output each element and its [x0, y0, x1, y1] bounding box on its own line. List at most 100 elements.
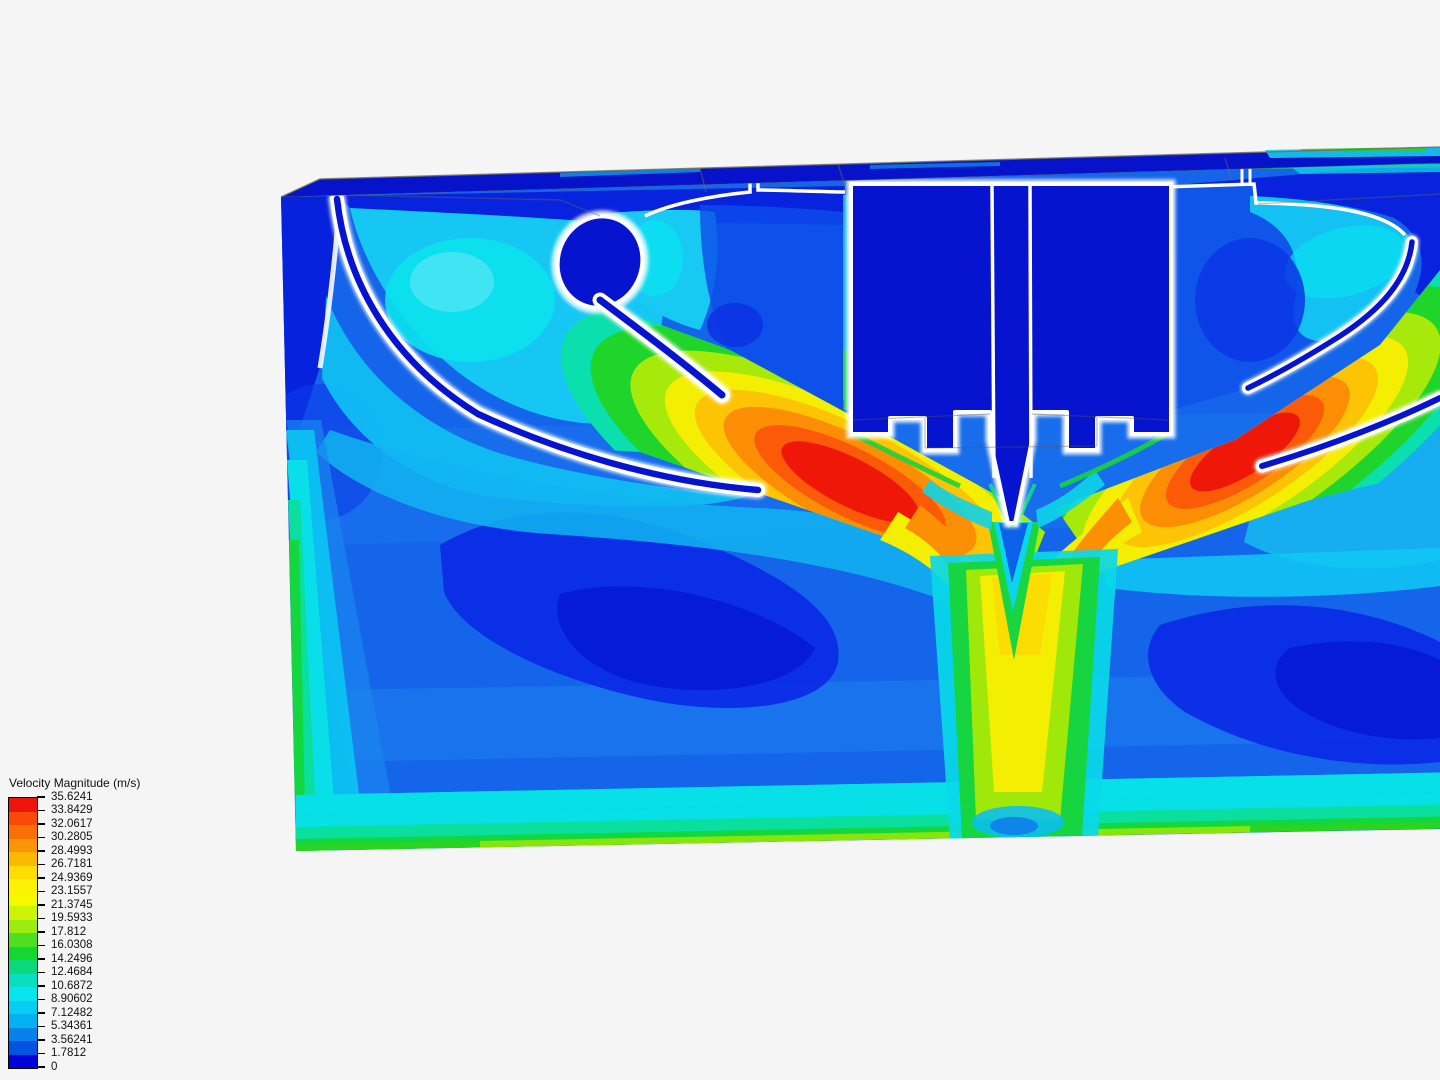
legend-label: 14.2496	[51, 952, 93, 965]
legend-tick	[37, 877, 45, 879]
legend-band	[9, 973, 37, 987]
jet-right-band-red	[1190, 412, 1300, 492]
edge-band-left-5	[289, 540, 306, 851]
legend-label: 10.6872	[51, 979, 93, 992]
legend-label: 17.812	[51, 925, 87, 938]
plume-footprint-blue	[990, 817, 1038, 835]
body-halo-green-left	[851, 431, 962, 489]
cyan-band-right	[1100, 548, 1440, 597]
legend-band	[9, 798, 37, 812]
vane-left-inner	[596, 296, 726, 399]
legend-band	[9, 825, 37, 839]
legend-label: 21.3745	[51, 898, 93, 911]
recirculation-core-right	[1275, 641, 1440, 740]
legend-band	[9, 1014, 37, 1028]
cut-plane-contour-field	[281, 163, 1440, 851]
legend-tick	[37, 904, 45, 906]
body-halo-green-right	[1059, 429, 1172, 489]
passage-core-bright-left	[410, 252, 494, 312]
legend-label: 24.9369	[51, 871, 93, 884]
legend-label: 12.4684	[51, 966, 93, 978]
slab-top-face	[280, 146, 1440, 198]
plume-arm-left-orange	[905, 505, 968, 568]
legend-tick	[37, 985, 45, 987]
legend-band	[9, 838, 37, 852]
legend-tick	[37, 890, 45, 893]
wall-band-top-right	[1165, 163, 1440, 310]
legend-band	[9, 879, 37, 893]
top-face-cyan-streak-2	[560, 168, 700, 177]
valve-body-cad-lines	[852, 413, 1170, 449]
legend-bar	[8, 797, 38, 1069]
legend-tick	[37, 1039, 45, 1041]
top-face-back-edge	[280, 146, 1440, 198]
chamber-pocket-right	[1195, 238, 1305, 362]
legend-label: 19.5933	[51, 912, 93, 924]
top-face	[281, 147, 1440, 197]
legend-label: 8.90602	[51, 993, 93, 1005]
legend-label: 0	[51, 1060, 58, 1073]
vane-right-outer	[1259, 395, 1440, 469]
legend-tick	[37, 944, 45, 947]
legend-tick	[37, 809, 45, 812]
legend-label: 5.34361	[51, 1020, 93, 1032]
cut-face-cad-lines	[347, 193, 1440, 217]
chamber-core-right	[1284, 225, 1406, 299]
vane-left-outer	[333, 195, 762, 494]
legend-band	[9, 1027, 37, 1041]
top-front-edge	[280, 162, 1440, 198]
wall-edge-right	[1162, 182, 1407, 237]
body-halo-cyan-right	[1036, 470, 1105, 528]
top-face-fold-lines	[699, 157, 1233, 193]
passage-lower-left	[316, 430, 958, 606]
legend-title: Velocity Magnitude (m/s)	[9, 776, 141, 790]
legend-label: 23.1557	[51, 885, 93, 897]
needle-wake-blue	[999, 523, 1028, 583]
bottom-band-3b	[296, 792, 1440, 829]
vane-right-inner	[1245, 239, 1415, 391]
wall-block-left	[281, 196, 341, 432]
body-halo-cyan-left	[922, 480, 992, 530]
legend-band	[9, 946, 37, 960]
chamber-pocket-left	[707, 303, 763, 347]
valve-stem-outline	[990, 185, 1033, 479]
legend-label: 35.6241	[51, 790, 93, 803]
legend-tick	[37, 1052, 45, 1055]
field-wash-lower	[320, 672, 1440, 762]
legend-tick	[37, 1012, 45, 1014]
legend-tick	[37, 917, 45, 920]
bottom-band-2	[296, 804, 1440, 841]
legend-band	[9, 906, 37, 920]
legend-tick	[37, 836, 45, 839]
legend-label: 28.4993	[51, 844, 93, 857]
vane-left-inner-head	[555, 214, 645, 310]
legend-tick	[37, 971, 45, 974]
legend-band	[9, 960, 37, 974]
legend-tick	[37, 863, 45, 866]
legend-band	[9, 987, 37, 1001]
legend-label: 7.12482	[51, 1006, 93, 1019]
top-face-cyan-streak-3	[870, 162, 1000, 169]
legend-tick	[37, 796, 45, 798]
valve-body	[849, 182, 1173, 525]
legend-band	[9, 919, 37, 933]
legend-band	[9, 852, 37, 866]
legend-label: 33.8429	[51, 804, 93, 816]
legend-tick	[37, 823, 45, 825]
wall-edge-left	[644, 172, 846, 218]
legend-band	[9, 1041, 37, 1055]
legend-label: 32.0617	[51, 817, 93, 830]
legend-band	[9, 811, 37, 825]
legend-band	[9, 933, 37, 947]
legend-tick	[37, 1066, 45, 1068]
legend-tick	[37, 850, 45, 852]
legend-tick	[37, 958, 45, 960]
legend-label: 16.0308	[51, 939, 93, 951]
legend-band	[9, 1054, 37, 1068]
legend-band	[9, 892, 37, 906]
bottom-band-3	[296, 772, 1440, 815]
legend-tick	[37, 998, 45, 1001]
inlet-slot-right	[1240, 166, 1252, 186]
